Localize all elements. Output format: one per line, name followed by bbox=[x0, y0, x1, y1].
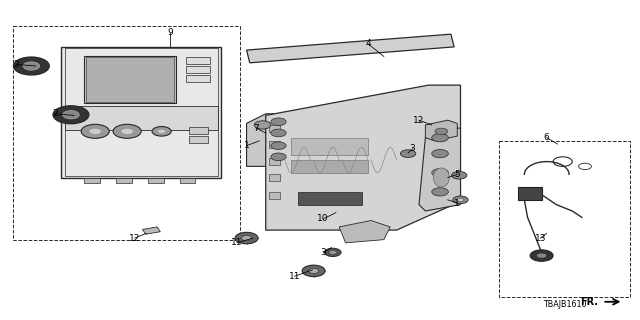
Text: 11: 11 bbox=[231, 238, 243, 247]
Bar bbox=[499, 141, 630, 297]
Text: 5: 5 bbox=[454, 170, 460, 179]
Bar bbox=[291, 138, 368, 155]
Bar bbox=[291, 160, 368, 173]
Bar bbox=[186, 57, 210, 64]
Text: 9: 9 bbox=[167, 28, 173, 37]
Circle shape bbox=[453, 196, 468, 204]
Bar bbox=[84, 178, 100, 183]
Bar bbox=[186, 75, 210, 82]
Circle shape bbox=[458, 198, 464, 201]
Text: 2: 2 bbox=[14, 60, 19, 69]
Circle shape bbox=[452, 172, 467, 179]
Ellipse shape bbox=[433, 168, 449, 187]
Text: 2: 2 bbox=[52, 109, 58, 118]
Bar bbox=[116, 178, 132, 183]
Polygon shape bbox=[266, 85, 461, 230]
Bar bbox=[269, 141, 280, 148]
Bar bbox=[189, 126, 208, 133]
Circle shape bbox=[271, 129, 286, 137]
Circle shape bbox=[308, 268, 319, 273]
Text: 3: 3 bbox=[320, 248, 326, 257]
Text: 1: 1 bbox=[244, 141, 250, 150]
Text: TBAJB1610: TBAJB1610 bbox=[543, 300, 587, 309]
Polygon shape bbox=[246, 114, 294, 166]
Polygon shape bbox=[246, 34, 454, 63]
Circle shape bbox=[13, 57, 49, 75]
Polygon shape bbox=[419, 128, 461, 211]
Circle shape bbox=[157, 129, 166, 133]
Circle shape bbox=[89, 128, 102, 134]
Circle shape bbox=[121, 128, 134, 134]
Circle shape bbox=[432, 169, 449, 177]
Bar bbox=[86, 57, 174, 102]
Bar bbox=[518, 187, 542, 200]
Text: 1: 1 bbox=[454, 198, 460, 207]
Circle shape bbox=[432, 188, 449, 196]
Circle shape bbox=[432, 149, 449, 158]
Circle shape bbox=[81, 124, 109, 138]
Bar bbox=[189, 136, 208, 143]
Circle shape bbox=[536, 253, 547, 258]
Circle shape bbox=[271, 142, 286, 149]
Bar bbox=[186, 66, 210, 73]
Text: 12: 12 bbox=[129, 234, 141, 243]
Text: 7: 7 bbox=[253, 124, 259, 132]
Circle shape bbox=[329, 251, 337, 254]
Bar bbox=[65, 106, 218, 130]
Text: FR.: FR. bbox=[580, 297, 598, 307]
Polygon shape bbox=[339, 220, 390, 243]
Polygon shape bbox=[61, 47, 221, 178]
Bar bbox=[298, 192, 362, 204]
Circle shape bbox=[302, 265, 325, 276]
Circle shape bbox=[235, 232, 258, 244]
Circle shape bbox=[254, 121, 271, 129]
Text: 12: 12 bbox=[413, 116, 425, 125]
Text: 11: 11 bbox=[289, 272, 300, 281]
Bar bbox=[179, 178, 195, 183]
Bar bbox=[13, 26, 240, 240]
Text: 4: 4 bbox=[365, 39, 371, 48]
Polygon shape bbox=[426, 120, 458, 141]
Circle shape bbox=[271, 118, 286, 125]
Circle shape bbox=[401, 150, 416, 157]
Text: 6: 6 bbox=[544, 133, 550, 142]
Circle shape bbox=[435, 128, 448, 134]
Bar bbox=[269, 192, 280, 199]
Circle shape bbox=[23, 62, 40, 70]
Circle shape bbox=[530, 250, 553, 261]
Bar bbox=[84, 56, 176, 103]
Text: 3: 3 bbox=[410, 144, 415, 153]
Text: 10: 10 bbox=[317, 214, 329, 223]
Polygon shape bbox=[143, 227, 161, 234]
Circle shape bbox=[152, 126, 172, 136]
Circle shape bbox=[271, 153, 286, 161]
Circle shape bbox=[241, 236, 252, 241]
Circle shape bbox=[432, 133, 449, 142]
Bar bbox=[148, 178, 164, 183]
Bar bbox=[269, 158, 280, 165]
Bar bbox=[269, 125, 280, 132]
Circle shape bbox=[324, 248, 341, 257]
Circle shape bbox=[113, 124, 141, 138]
Bar bbox=[269, 174, 280, 181]
Text: 13: 13 bbox=[534, 234, 546, 243]
Circle shape bbox=[63, 111, 79, 119]
Circle shape bbox=[53, 106, 89, 124]
